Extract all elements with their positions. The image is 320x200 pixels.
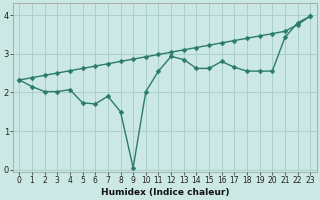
- X-axis label: Humidex (Indice chaleur): Humidex (Indice chaleur): [100, 188, 229, 197]
